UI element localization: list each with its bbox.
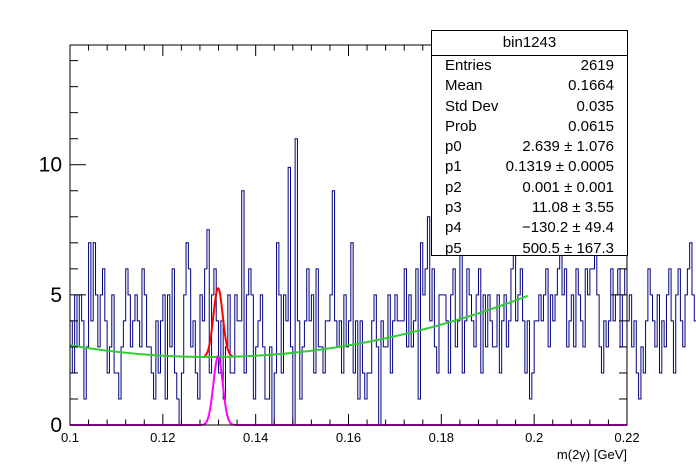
x-tick-label: 0.1 xyxy=(61,430,79,445)
stats-value: 2.639 ± 1.076 xyxy=(522,138,614,156)
stats-row-prob: Prob 0.0615 xyxy=(432,117,627,137)
stats-row-p3: p3 11.08 ± 3.55 xyxy=(432,198,627,218)
stats-row-p1: p1 0.1319 ± 0.0005 xyxy=(432,157,627,177)
stats-label: p1 xyxy=(445,158,462,176)
curve-total-fit xyxy=(204,287,233,358)
stats-label: Std Dev xyxy=(445,97,499,115)
stats-rows: Entries 2619 Mean 0.1664 Std Dev 0.035 Prob 0.0… xyxy=(432,56,627,259)
stats-value: 0.1664 xyxy=(568,77,614,95)
stats-row-p5: p5 500.5 ± 167.3 xyxy=(432,239,627,259)
stats-label: p3 xyxy=(445,199,462,217)
x-tick-label: 0.2 xyxy=(525,430,543,445)
stats-value: 2619 xyxy=(580,57,614,74)
stats-value: −130.2 ± 49.4 xyxy=(521,219,614,237)
stats-label: p2 xyxy=(445,178,462,196)
y-tick-label: 0 xyxy=(50,414,62,437)
stats-value: 0.0615 xyxy=(568,117,614,135)
y-tick-label: 10 xyxy=(39,154,62,177)
stats-row-p2: p2 0.001 ± 0.001 xyxy=(432,178,627,198)
x-tick-label: 0.12 xyxy=(150,430,175,445)
x-tick-label: 0.16 xyxy=(336,430,361,445)
y-tick-label: 5 xyxy=(50,284,62,307)
stats-label: Mean xyxy=(445,77,483,95)
stats-label: p4 xyxy=(445,219,462,237)
x-axis-label: m(2γ) [GeV] xyxy=(557,447,627,462)
stats-label: p5 xyxy=(445,239,462,257)
curve-background xyxy=(69,294,529,358)
stats-value: 0.001 ± 0.001 xyxy=(522,178,614,196)
x-tick-label: 0.14 xyxy=(243,430,268,445)
x-tick-label: 0.18 xyxy=(429,430,454,445)
stats-row-p4: p4 −130.2 ± 49.4 xyxy=(432,218,627,238)
stats-value: 11.08 ± 3.55 xyxy=(531,199,614,217)
stats-value: 0.035 xyxy=(576,97,614,115)
stats-label: Entries xyxy=(445,57,492,74)
stats-label: Prob xyxy=(445,117,477,135)
stats-row-mean: Mean 0.1664 xyxy=(432,76,627,96)
stats-row-entries: Entries 2619 xyxy=(432,56,627,76)
stats-box: bin1243 Entries 2619 Mean 0.1664 Std Dev 0.03… xyxy=(431,30,628,259)
stats-label: p0 xyxy=(445,138,462,156)
x-tick-label: 0.22 xyxy=(614,430,639,445)
stats-title: bin1243 xyxy=(432,31,627,56)
stats-row-p0: p0 2.639 ± 1.076 xyxy=(432,137,627,157)
stats-value: 500.5 ± 167.3 xyxy=(522,239,614,257)
stats-row-std-dev: Std Dev 0.035 xyxy=(432,97,627,117)
stats-value: 0.1319 ± 0.0005 xyxy=(505,158,614,176)
